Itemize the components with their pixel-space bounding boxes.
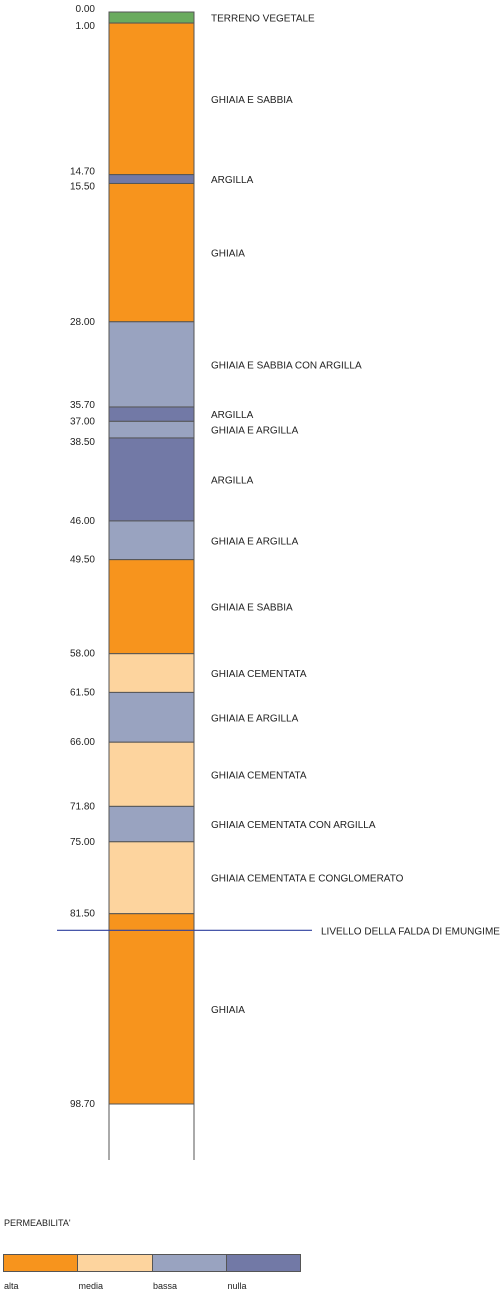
layer-label-5: GHIAIA E SABBIA CON ARGILLA xyxy=(211,360,362,371)
depth-label-4: 15.50 xyxy=(70,181,95,192)
layer-label-6: ARGILLA xyxy=(211,410,254,421)
legend-bar xyxy=(3,1254,301,1272)
depth-label-5: 28.00 xyxy=(70,317,95,328)
layer-label-15: GHIAIA CEMENTATA E CONGLOMERATO xyxy=(211,874,404,885)
layer-label-13: GHIAIA CEMENTATA xyxy=(211,770,307,781)
layer-label-14: GHIAIA CEMENTATA CON ARGILLA xyxy=(211,820,376,831)
layer-label-3: ARGILLA xyxy=(211,175,254,186)
layer-13 xyxy=(108,741,195,807)
depth-label-11: 58.00 xyxy=(70,649,95,660)
layer-label-16: GHIAIA xyxy=(211,1005,245,1016)
legend-swatch-nulla xyxy=(226,1255,300,1271)
layer-label-10: GHIAIA E SABBIA xyxy=(211,603,293,614)
layer-10 xyxy=(108,559,195,655)
layer-12 xyxy=(108,691,195,743)
depth-label-14: 71.80 xyxy=(70,801,95,812)
depth-label-6: 35.70 xyxy=(70,400,95,411)
legend-label-media: media xyxy=(78,1281,104,1291)
layer-8 xyxy=(108,437,195,522)
layer-label-9: GHIAIA E ARGILLA xyxy=(211,536,299,547)
layer-label-2: GHIAIA E SABBIA xyxy=(211,95,293,106)
layer-6 xyxy=(108,406,195,422)
layer-11 xyxy=(108,653,195,693)
legend-swatch-media xyxy=(78,1255,153,1271)
legend-labels: alta media bassa nulla xyxy=(3,1281,301,1291)
depth-label-2: 1.00 xyxy=(76,21,96,32)
layer-9 xyxy=(108,520,195,561)
water-table-group: LIVELLO DELLA FALDA DI EMUNGIMENTO xyxy=(57,926,500,937)
layer-label-8: ARGILLA xyxy=(211,475,254,486)
layer-label-12: GHIAIA E ARGILLA xyxy=(211,713,299,724)
legend-title: PERMEABILITA' xyxy=(4,1218,71,1228)
layer-1 xyxy=(108,11,195,24)
legend-label-nulla: nulla xyxy=(227,1281,247,1291)
layers-group xyxy=(108,11,195,1160)
depth-label-1: 0.00 xyxy=(76,4,96,15)
legend-label-alta: alta xyxy=(4,1281,19,1291)
layer-labels-group: TERRENO VEGETALE GHIAIA E SABBIA ARGILLA GH… xyxy=(211,14,404,1016)
depth-label-3: 14.70 xyxy=(70,167,95,178)
layer-7 xyxy=(108,420,195,439)
depth-label-13: 66.00 xyxy=(70,737,95,748)
depth-label-16: 81.50 xyxy=(70,909,95,920)
legend-label-bassa: bassa xyxy=(153,1281,178,1291)
water-table-label: LIVELLO DELLA FALDA DI EMUNGIMENTO xyxy=(321,926,500,937)
depth-label-8: 38.50 xyxy=(70,437,95,448)
layer-label-1: TERRENO VEGETALE xyxy=(211,14,315,25)
depth-label-7: 37.00 xyxy=(70,416,95,427)
layer-15 xyxy=(108,841,195,915)
depth-labels-group: 0.00 1.00 14.70 15.50 28.00 35.70 37.00 38.50 46… xyxy=(70,4,95,1110)
layer-14 xyxy=(108,805,195,843)
layer-4 xyxy=(108,182,195,323)
legend-swatch-alta xyxy=(4,1255,79,1271)
depth-label-17: 98.70 xyxy=(70,1099,95,1110)
layer-3 xyxy=(108,174,195,184)
legend-swatch-bassa xyxy=(152,1255,227,1271)
layer-label-4: GHIAIA xyxy=(211,249,245,260)
depth-label-15: 75.00 xyxy=(70,837,95,848)
layer-16 xyxy=(108,913,195,1105)
layer-label-11: GHIAIA CEMENTATA xyxy=(211,669,307,680)
layer-5 xyxy=(108,321,195,408)
depth-label-10: 49.50 xyxy=(70,555,95,566)
stratigraphic-column-diagram: 0.00 1.00 14.70 15.50 28.00 35.70 37.00 38.50 46… xyxy=(57,4,500,1160)
depth-label-9: 46.00 xyxy=(70,516,95,527)
depth-label-12: 61.50 xyxy=(70,687,95,698)
layer-2 xyxy=(108,22,195,176)
layer-label-7: GHIAIA E ARGILLA xyxy=(211,426,299,437)
